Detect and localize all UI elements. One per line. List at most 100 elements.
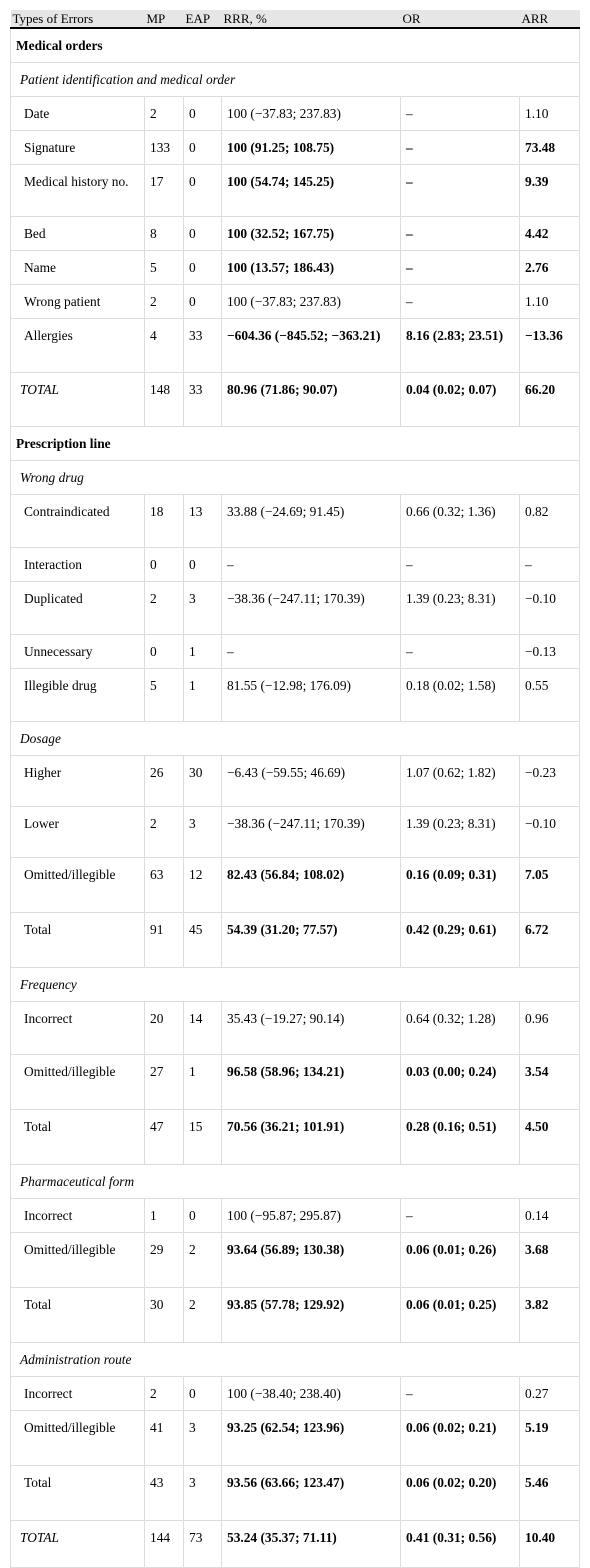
mp-cell: 29	[144, 1232, 184, 1288]
table-row: Lower 2 3 −38.36 (−247.11; 170.39) 1.39 (0.2…	[10, 806, 580, 858]
rrr-cell: 100 (13.57; 186.43)	[221, 250, 401, 285]
subsection-title: Wrong drug	[10, 460, 580, 495]
arr-cell: 0.14	[519, 1198, 580, 1233]
or-cell: –	[400, 547, 520, 582]
table-row: Omitted/illegible 41 3 93.25 (62.54; 123.96…	[10, 1410, 580, 1466]
mp-cell: 41	[144, 1410, 184, 1466]
mp-cell: 5	[144, 668, 184, 722]
section-header-row: Medical orders	[10, 27, 580, 63]
mp-cell: 144	[144, 1520, 184, 1568]
arr-cell: 2.76	[519, 250, 580, 285]
eap-cell: 0	[183, 547, 222, 582]
error-type-cell: Total	[10, 1287, 145, 1343]
table-row: Total 91 45 54.39 (31.20; 77.57) 0.42 (0.29;…	[10, 912, 580, 968]
rrr-cell: 93.85 (57.78; 129.92)	[221, 1287, 401, 1343]
or-cell: 0.41 (0.31; 0.56)	[400, 1520, 520, 1568]
arr-cell: 0.27	[519, 1376, 580, 1411]
subsection-header-row: Administration route	[10, 1342, 580, 1377]
or-cell: 8.16 (2.83; 23.51)	[400, 318, 520, 373]
eap-cell: 3	[183, 1465, 222, 1521]
or-cell: –	[400, 634, 520, 669]
mp-cell: 133	[144, 130, 184, 165]
rrr-cell: 81.55 (−12.98; 176.09)	[221, 668, 401, 722]
error-type-cell: Unnecessary	[10, 634, 145, 669]
or-cell: –	[400, 1376, 520, 1411]
mp-cell: 18	[144, 494, 184, 548]
table-row: Duplicated 2 3 −38.36 (−247.11; 170.39) 1.39…	[10, 581, 580, 635]
error-type-cell: Incorrect	[10, 1001, 145, 1055]
arr-cell: 4.42	[519, 216, 580, 251]
or-cell: 0.28 (0.16; 0.51)	[400, 1109, 520, 1165]
mp-cell: 63	[144, 857, 184, 913]
eap-cell: 30	[183, 755, 222, 807]
mp-cell: 8	[144, 216, 184, 251]
eap-cell: 3	[183, 806, 222, 858]
rrr-cell: −38.36 (−247.11; 170.39)	[221, 581, 401, 635]
or-cell: 1.07 (0.62; 1.82)	[400, 755, 520, 807]
subsection-title: Dosage	[10, 721, 580, 756]
table-row: Higher 26 30 −6.43 (−59.55; 46.69) 1.07 (0.6…	[10, 755, 580, 807]
eap-cell: 3	[183, 1410, 222, 1466]
table-row: Illegible drug 5 1 81.55 (−12.98; 176.09) 0.…	[10, 668, 580, 722]
rrr-cell: –	[221, 634, 401, 669]
rrr-cell: 80.96 (71.86; 90.07)	[221, 372, 401, 427]
mp-cell: 27	[144, 1054, 184, 1110]
rrr-cell: 100 (−38.40; 238.40)	[221, 1376, 401, 1411]
mp-cell: 43	[144, 1465, 184, 1521]
error-type-cell: Omitted/illegible	[10, 1232, 145, 1288]
subsection-title: Administration route	[10, 1342, 580, 1377]
or-cell: –	[400, 1198, 520, 1233]
or-cell: 0.06 (0.01; 0.26)	[400, 1232, 520, 1288]
mp-cell: 4	[144, 318, 184, 373]
or-cell: –	[400, 216, 520, 251]
arr-cell: −0.13	[519, 634, 580, 669]
table-row: Total 43 3 93.56 (63.66; 123.47) 0.06 (0.02;…	[10, 1465, 580, 1521]
error-type-cell: Signature	[10, 130, 145, 165]
table-row: Date 2 0 100 (−37.83; 237.83) –1.10	[10, 96, 580, 131]
rrr-cell: 93.56 (63.66; 123.47)	[221, 1465, 401, 1521]
col-header-eap: EAP	[183, 10, 222, 29]
error-type-cell: Medical history no.	[10, 164, 145, 217]
table-row: Medical history no. 17 0 100 (54.74; 145.25…	[10, 164, 580, 217]
eap-cell: 1	[183, 1054, 222, 1110]
mp-cell: 5	[144, 250, 184, 285]
error-type-cell: Wrong patient	[10, 284, 145, 319]
rrr-cell: 96.58 (58.96; 134.21)	[221, 1054, 401, 1110]
arr-cell: 3.54	[519, 1054, 580, 1110]
error-type-cell: Date	[10, 96, 145, 131]
arr-cell: 7.05	[519, 857, 580, 913]
rrr-cell: 93.64 (56.89; 130.38)	[221, 1232, 401, 1288]
error-type-cell: Omitted/illegible	[10, 1054, 145, 1110]
table-row: Interaction 0 0– – –	[10, 547, 580, 582]
mp-cell: 2	[144, 284, 184, 319]
mp-cell: 20	[144, 1001, 184, 1055]
rrr-cell: −604.36 (−845.52; −363.21)	[221, 318, 401, 373]
or-cell: 0.64 (0.32; 1.28)	[400, 1001, 520, 1055]
rrr-cell: 33.88 (−24.69; 91.45)	[221, 494, 401, 548]
mp-cell: 17	[144, 164, 184, 217]
table-row: Omitted/illegible 27 1 96.58 (58.96; 134.21…	[10, 1054, 580, 1110]
eap-cell: 33	[183, 318, 222, 373]
eap-cell: 1	[183, 634, 222, 669]
error-type-cell: Omitted/illegible	[10, 857, 145, 913]
table-row: Contraindicated 18 13 33.88 (−24.69; 91.45)…	[10, 494, 580, 548]
total-row: TOTAL 148 33 80.96 (71.86; 90.07) 0.04 (0.02…	[10, 372, 580, 427]
arr-cell: 66.20	[519, 372, 580, 427]
arr-cell: 0.82	[519, 494, 580, 548]
errors-table: Types of Errors MP EAP RRR, % OR ARR Med…	[10, 10, 580, 1568]
rrr-cell: 93.25 (62.54; 123.96)	[221, 1410, 401, 1466]
arr-cell: 1.10	[519, 96, 580, 131]
eap-cell: 1	[183, 668, 222, 722]
rrr-cell: 82.43 (56.84; 108.02)	[221, 857, 401, 913]
error-type-cell: TOTAL	[10, 1520, 145, 1568]
col-header-rrr: RRR, %	[221, 10, 401, 29]
or-cell: 0.06 (0.02; 0.21)	[400, 1410, 520, 1466]
table-row: Unnecessary 0 1– – −0.13	[10, 634, 580, 669]
mp-cell: 91	[144, 912, 184, 968]
or-cell: 0.06 (0.02; 0.20)	[400, 1465, 520, 1521]
error-type-cell: Total	[10, 912, 145, 968]
rrr-cell: 100 (−95.87; 295.87)	[221, 1198, 401, 1233]
col-header-arr: ARR	[519, 10, 580, 29]
arr-cell: 6.72	[519, 912, 580, 968]
mp-cell: 30	[144, 1287, 184, 1343]
